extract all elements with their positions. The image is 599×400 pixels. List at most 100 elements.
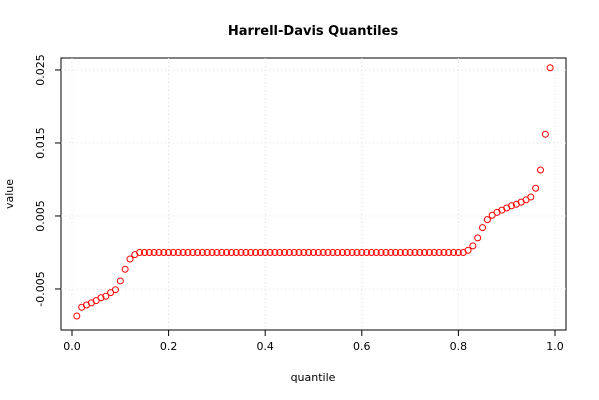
x-tick-label: 0.2 — [160, 340, 178, 353]
point — [367, 248, 375, 256]
point — [479, 224, 487, 232]
point — [208, 248, 216, 256]
point — [169, 248, 177, 256]
point — [401, 248, 409, 256]
point — [160, 248, 168, 256]
x-tick-label: 0.4 — [256, 340, 274, 353]
point — [425, 248, 433, 256]
point — [223, 248, 231, 256]
y-axis-label: value — [3, 179, 16, 209]
point — [213, 248, 221, 256]
point — [377, 248, 385, 256]
point — [189, 248, 197, 256]
point — [421, 248, 429, 256]
point — [541, 130, 549, 138]
point — [358, 248, 366, 256]
point — [329, 248, 337, 256]
point — [464, 246, 472, 254]
point — [353, 248, 361, 256]
point — [145, 248, 153, 256]
point — [469, 242, 477, 250]
point — [271, 248, 279, 256]
point — [334, 248, 342, 256]
point — [116, 277, 124, 285]
point — [440, 248, 448, 256]
point — [396, 248, 404, 256]
point — [290, 248, 298, 256]
x-tick-label: 1.0 — [546, 340, 564, 353]
point — [343, 248, 351, 256]
point — [126, 255, 134, 263]
y-tick-label: -0.005 — [34, 271, 47, 306]
point — [416, 248, 424, 256]
point — [295, 248, 303, 256]
point — [474, 234, 482, 242]
y-tick-label: 0.015 — [34, 127, 47, 159]
point — [184, 248, 192, 256]
point — [247, 248, 255, 256]
point — [121, 265, 129, 273]
plot-box — [60, 57, 567, 331]
point — [140, 248, 148, 256]
y-tick-label: 0.025 — [34, 54, 47, 86]
point — [310, 248, 317, 256]
point — [155, 248, 163, 256]
point — [450, 248, 458, 256]
point — [276, 248, 284, 256]
point — [536, 166, 544, 174]
x-tick-label: 0.6 — [353, 340, 371, 353]
point — [281, 248, 289, 256]
y-tick-label: 0.005 — [34, 200, 47, 232]
point — [252, 248, 260, 256]
point — [179, 248, 187, 256]
point — [411, 248, 419, 256]
point — [363, 248, 371, 256]
point — [483, 216, 491, 224]
point — [194, 248, 202, 256]
point — [305, 248, 313, 256]
x-tick-label: 0.8 — [450, 340, 468, 353]
point — [454, 248, 462, 256]
point — [242, 248, 250, 256]
point — [319, 248, 327, 256]
point — [136, 248, 144, 256]
point — [527, 193, 535, 201]
point — [256, 248, 264, 256]
point — [227, 248, 235, 256]
point — [97, 294, 105, 302]
chart-title: Harrell-Davis Quantiles — [228, 24, 399, 39]
point — [392, 248, 400, 256]
x-tick-label: 0.0 — [63, 340, 81, 353]
point — [324, 248, 332, 256]
point — [532, 184, 540, 192]
point — [102, 292, 110, 300]
point — [203, 248, 211, 256]
point — [546, 64, 554, 72]
point — [232, 248, 240, 256]
point — [266, 248, 274, 256]
point — [300, 248, 308, 256]
x-axis-label: quantile — [291, 371, 336, 384]
point — [150, 248, 158, 256]
point — [73, 312, 81, 320]
point — [174, 248, 182, 256]
point — [338, 248, 346, 256]
point — [237, 248, 245, 256]
point — [165, 248, 173, 256]
point — [435, 248, 443, 256]
point — [387, 248, 395, 256]
point — [445, 248, 453, 256]
point — [406, 248, 414, 256]
point — [285, 248, 293, 256]
point — [372, 248, 380, 256]
point — [261, 248, 269, 256]
point — [508, 202, 516, 210]
point — [314, 248, 322, 256]
point — [382, 248, 390, 256]
point — [111, 286, 119, 294]
point — [198, 248, 206, 256]
point — [218, 248, 226, 256]
point — [430, 248, 438, 256]
point — [348, 248, 356, 256]
